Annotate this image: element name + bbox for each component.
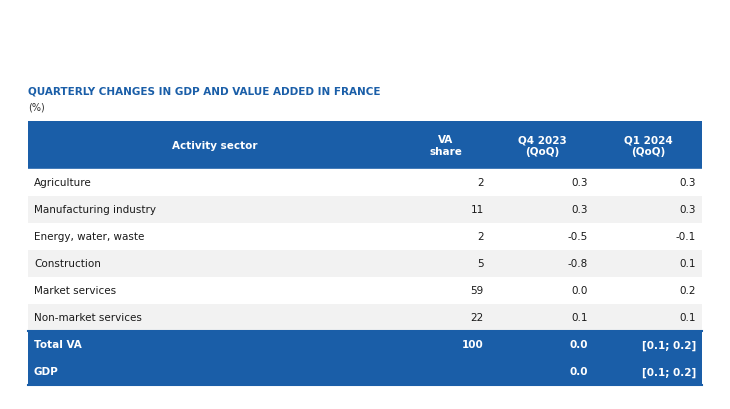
Bar <box>28 358 702 385</box>
Bar <box>28 122 702 170</box>
Text: Market services: Market services <box>34 286 116 296</box>
Text: 0.1: 0.1 <box>572 313 588 323</box>
Text: GDP: GDP <box>34 366 58 377</box>
Text: 0.1: 0.1 <box>680 313 696 323</box>
Text: 11: 11 <box>470 205 484 215</box>
Text: 0.3: 0.3 <box>572 178 588 188</box>
Bar <box>28 223 702 250</box>
Text: 22: 22 <box>470 313 484 323</box>
Text: Energy, water, waste: Energy, water, waste <box>34 232 145 242</box>
Bar <box>28 196 702 223</box>
Bar <box>28 304 702 331</box>
Text: 0.0: 0.0 <box>572 286 588 296</box>
Text: 2: 2 <box>477 178 484 188</box>
Text: 0.2: 0.2 <box>680 286 696 296</box>
Text: Manufacturing industry: Manufacturing industry <box>34 205 156 215</box>
Text: -0.8: -0.8 <box>568 259 588 269</box>
Bar <box>28 170 702 196</box>
Text: 0.3: 0.3 <box>572 205 588 215</box>
Text: [0.1; 0.2]: [0.1; 0.2] <box>642 366 696 377</box>
Text: VA
share: VA share <box>429 135 462 156</box>
Bar <box>28 277 702 304</box>
Text: Total VA: Total VA <box>34 339 82 350</box>
Text: 0.0: 0.0 <box>569 366 588 377</box>
Text: Activity sector: Activity sector <box>172 141 258 151</box>
Bar <box>28 250 702 277</box>
Text: Agriculture: Agriculture <box>34 178 92 188</box>
Text: Q1 2024
(QoQ): Q1 2024 (QoQ) <box>623 135 672 156</box>
Text: QUARTERLY CHANGES IN GDP AND VALUE ADDED IN FRANCE: QUARTERLY CHANGES IN GDP AND VALUE ADDED… <box>28 87 380 97</box>
Text: Construction: Construction <box>34 259 101 269</box>
Text: -0.1: -0.1 <box>676 232 696 242</box>
Text: Non-market services: Non-market services <box>34 313 142 323</box>
Text: 0.3: 0.3 <box>680 178 696 188</box>
Text: Q4 2023
(QoQ): Q4 2023 (QoQ) <box>518 135 566 156</box>
Text: 0.1: 0.1 <box>680 259 696 269</box>
Text: 100: 100 <box>462 339 484 350</box>
Text: 59: 59 <box>470 286 484 296</box>
Text: 5: 5 <box>477 259 484 269</box>
Text: 2: 2 <box>477 232 484 242</box>
Text: (%): (%) <box>28 102 45 112</box>
Text: 0.3: 0.3 <box>680 205 696 215</box>
Text: 0.0: 0.0 <box>569 339 588 350</box>
Text: -0.5: -0.5 <box>568 232 588 242</box>
Bar <box>28 331 702 358</box>
Text: [0.1; 0.2]: [0.1; 0.2] <box>642 339 696 350</box>
